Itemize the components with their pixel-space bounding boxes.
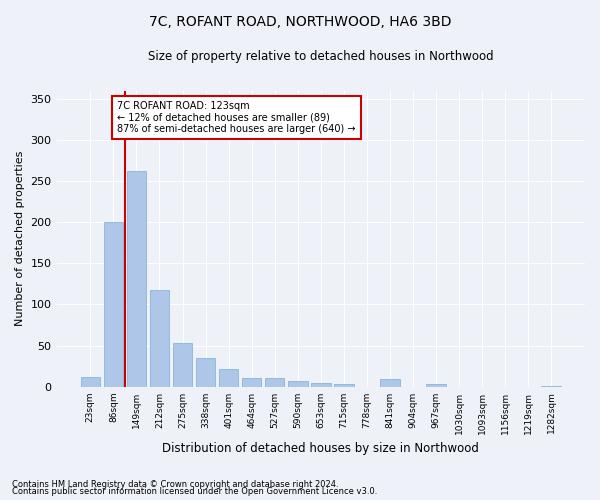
X-axis label: Distribution of detached houses by size in Northwood: Distribution of detached houses by size …: [163, 442, 479, 455]
Bar: [426, 384, 446, 386]
Bar: [127, 171, 146, 386]
Bar: [80, 377, 100, 386]
Text: Contains HM Land Registry data © Crown copyright and database right 2024.: Contains HM Land Registry data © Crown c…: [12, 480, 338, 489]
Bar: [242, 378, 262, 386]
Title: Size of property relative to detached houses in Northwood: Size of property relative to detached ho…: [148, 50, 494, 63]
Bar: [196, 358, 215, 386]
Bar: [219, 370, 238, 386]
Text: 7C, ROFANT ROAD, NORTHWOOD, HA6 3BD: 7C, ROFANT ROAD, NORTHWOOD, HA6 3BD: [149, 15, 451, 29]
Bar: [288, 381, 308, 386]
Bar: [380, 380, 400, 386]
Bar: [149, 290, 169, 386]
Bar: [265, 378, 284, 386]
Bar: [334, 384, 353, 386]
Y-axis label: Number of detached properties: Number of detached properties: [15, 151, 25, 326]
Text: 7C ROFANT ROAD: 123sqm
← 12% of detached houses are smaller (89)
87% of semi-det: 7C ROFANT ROAD: 123sqm ← 12% of detached…: [118, 101, 356, 134]
Bar: [311, 382, 331, 386]
Text: Contains public sector information licensed under the Open Government Licence v3: Contains public sector information licen…: [12, 487, 377, 496]
Bar: [173, 343, 193, 386]
Bar: [104, 222, 123, 386]
